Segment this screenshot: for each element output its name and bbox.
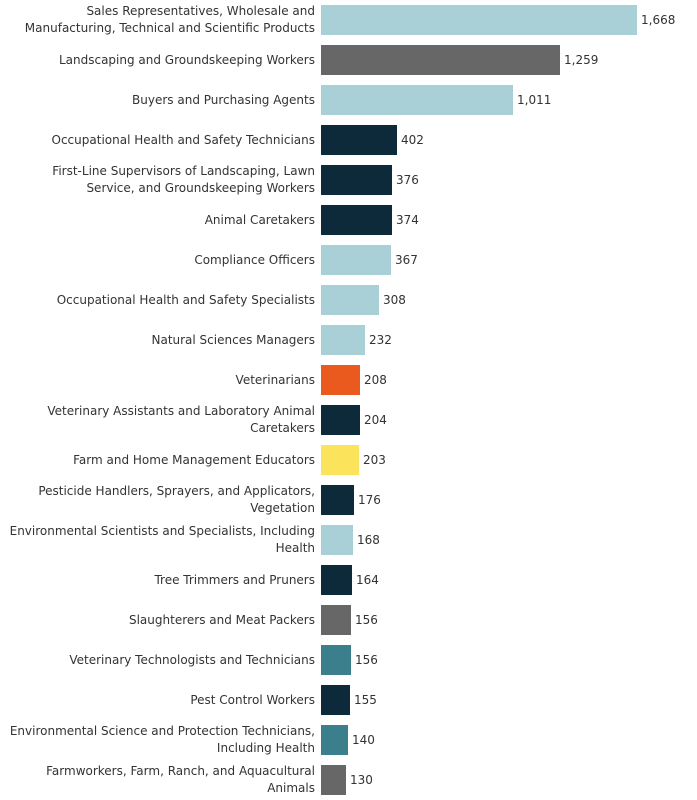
category-label-line: Animal Caretakers <box>204 212 315 227</box>
value-label: 208 <box>364 373 387 387</box>
category-label: Animal Caretakers <box>0 200 315 240</box>
category-label: Sales Representatives, Wholesale and Manu… <box>0 0 315 40</box>
category-label-line: Animals <box>267 781 315 795</box>
category-label: Compliance Officers <box>0 240 315 280</box>
category-label: First-Line Supervisors of Landscaping, L… <box>0 160 315 200</box>
bar <box>321 125 397 155</box>
bar <box>321 645 351 675</box>
category-label: Buyers and Purchasing Agents <box>0 80 315 120</box>
category-label: Tree Trimmers and Pruners <box>0 560 315 600</box>
value-label: 1,259 <box>564 53 599 67</box>
category-label-line: Vegetation <box>250 501 315 515</box>
category-label-line: Occupational Health and Safety Technicia… <box>51 132 315 147</box>
bar <box>321 565 352 595</box>
category-label: Environmental Science and Protection Tec… <box>0 720 315 760</box>
value-label: 164 <box>356 573 379 587</box>
category-label: Slaughterers and Meat Packers <box>0 600 315 640</box>
bar <box>321 445 359 475</box>
value-label: 140 <box>352 733 375 747</box>
value-label: 308 <box>383 293 406 307</box>
bar <box>321 765 346 795</box>
category-label-line: Sales Representatives, Wholesale and <box>86 4 315 18</box>
category-label-line: Environmental Scientists and Specialists… <box>9 524 315 538</box>
category-label-line: Environmental Science and Protection Tec… <box>9 724 315 738</box>
category-label-line: Natural Sciences Managers <box>151 332 315 347</box>
bar <box>321 365 360 395</box>
bar <box>321 725 348 755</box>
category-label: Occupational Health and Safety Specialis… <box>0 280 315 320</box>
value-label: 204 <box>364 413 387 427</box>
category-label-line: First-Line Supervisors of Landscaping, L… <box>52 164 315 178</box>
category-label-line: Pest Control Workers <box>190 692 315 707</box>
category-label: Veterinarians <box>0 360 315 400</box>
value-label: 367 <box>395 253 418 267</box>
category-label: Farm and Home Management Educators <box>0 440 315 480</box>
category-label: Veterinary Technologists and Technicians <box>0 640 315 680</box>
bar <box>321 405 360 435</box>
category-label: Pesticide Handlers, Sprayers, and Applic… <box>0 480 315 520</box>
category-label: Pest Control Workers <box>0 680 315 720</box>
category-label-line: Pesticide Handlers, Sprayers, and Applic… <box>38 484 315 498</box>
category-label-line: Including Health <box>216 741 315 755</box>
category-label: Veterinary Assistants and Laboratory Ani… <box>0 400 315 440</box>
bar <box>321 485 354 515</box>
category-label: Natural Sciences Managers <box>0 320 315 360</box>
category-label-line: Caretakers <box>250 421 315 435</box>
value-label: 156 <box>355 653 378 667</box>
value-label: 1,668 <box>641 13 676 27</box>
category-label-line: Slaughterers and Meat Packers <box>128 612 315 627</box>
category-label: Farmworkers, Farm, Ranch, and Aquacultur… <box>0 760 315 800</box>
category-label: Landscaping and Groundskeeping Workers <box>0 40 315 80</box>
bar <box>321 525 353 555</box>
value-label: 402 <box>401 133 424 147</box>
category-label-line: Veterinary Assistants and Laboratory Ani… <box>47 404 315 418</box>
value-label: 130 <box>350 773 373 787</box>
value-label: 374 <box>396 213 419 227</box>
category-label-line: Farm and Home Management Educators <box>73 452 315 467</box>
bar <box>321 5 637 35</box>
category-label-line: Service, and Groundskeeping Workers <box>86 181 315 195</box>
bar <box>321 285 379 315</box>
category-label: Environmental Scientists and Specialists… <box>0 520 315 560</box>
category-label-line: Compliance Officers <box>194 252 315 267</box>
bar <box>321 205 392 235</box>
bar <box>321 325 365 355</box>
category-label: Occupational Health and Safety Technicia… <box>0 120 315 160</box>
value-label: 376 <box>396 173 419 187</box>
category-label-line: Buyers and Purchasing Agents <box>132 92 315 107</box>
category-label-line: Manufacturing, Technical and Scientific … <box>24 21 315 35</box>
value-label: 1,011 <box>517 93 552 107</box>
category-label-line: Health <box>275 541 315 555</box>
bar <box>321 685 350 715</box>
bar <box>321 45 560 75</box>
category-label-line: Veterinarians <box>235 372 315 387</box>
bar <box>321 245 391 275</box>
bar <box>321 605 351 635</box>
value-label: 156 <box>355 613 378 627</box>
category-label-line: Veterinary Technologists and Technicians <box>69 652 315 667</box>
category-label-line: Occupational Health and Safety Specialis… <box>56 292 315 307</box>
value-label: 168 <box>357 533 380 547</box>
category-label-line: Farmworkers, Farm, Ranch, and Aquacultur… <box>46 764 315 778</box>
bar <box>321 165 392 195</box>
bar <box>321 85 513 115</box>
category-label-line: Landscaping and Groundskeeping Workers <box>58 52 315 67</box>
value-label: 155 <box>354 693 377 707</box>
value-label: 176 <box>358 493 381 507</box>
value-label: 203 <box>363 453 386 467</box>
category-label-line: Tree Trimmers and Pruners <box>154 572 315 587</box>
value-label: 232 <box>369 333 392 347</box>
